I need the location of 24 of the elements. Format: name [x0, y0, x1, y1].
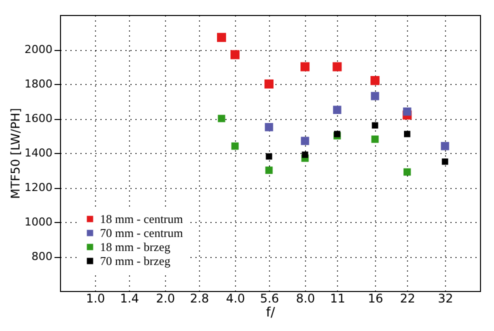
legend-label: 18 mm - brzeg [100, 240, 170, 254]
y-tick-label: 2000 [24, 43, 52, 56]
y-tick-label: 1800 [24, 78, 52, 90]
x-tick-label: 32 [438, 292, 454, 306]
x-tick-label: 1.0 [86, 292, 106, 306]
legend-label: 18 mm - centrum [100, 212, 184, 226]
x-tick-label: 8.0 [296, 292, 316, 306]
x-tick-label: 2.0 [156, 292, 176, 306]
x-axis-title: f/ [266, 306, 276, 320]
x-tick-label: 22 [400, 292, 416, 306]
x-tick-label: 1.4 [120, 292, 140, 306]
x-tick-label: 4.0 [226, 292, 246, 306]
x-tick-label: 5.6 [260, 292, 280, 306]
y-tick-label: 1000 [24, 216, 52, 228]
y-tick-label: 800 [32, 250, 52, 263]
legend-label: 70 mm - brzeg [100, 254, 170, 268]
x-tick-label: 11 [330, 292, 346, 306]
y-axis-title: MTF50 [LW/PH] [8, 108, 23, 199]
y-tick-label: 1400 [24, 146, 52, 160]
y-tick-label: 1600 [24, 112, 52, 125]
x-tick-label: 16 [368, 292, 384, 306]
y-tick-label: 1200 [24, 181, 52, 194]
legend-label: 70 mm - centrum [100, 226, 184, 240]
x-tick-label: 2.8 [190, 292, 210, 306]
